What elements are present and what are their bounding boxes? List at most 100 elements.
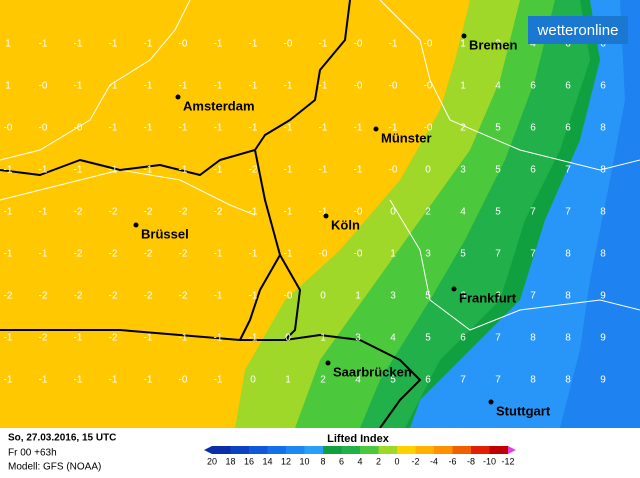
legend-label: 20 [207,456,217,466]
grid-value: 4 [460,207,466,218]
legend: 20 18 16 14 12 10 8 6 4 2 0 -2 -4 -6 -8 -10 -12 [204,446,516,466]
grid-value: 6 [530,81,536,92]
grid-value: -0 [179,39,188,50]
grid-value: -1 [179,333,188,344]
grid-value: 5 [495,165,501,176]
grid-value: 3 [460,165,466,176]
legend-swatch [434,446,453,454]
legend-label: 18 [225,456,235,466]
grid-value: 0 [250,375,256,386]
grid-value: 1 [355,291,361,302]
grid-value: -1 [389,123,398,134]
legend-swatch [323,446,342,454]
legend-label: 8 [320,456,325,466]
grid-value: 0 [285,333,291,344]
grid-value: -2 [39,333,48,344]
grid-value: 6 [460,291,466,302]
grid-value: -2 [109,249,118,260]
grid-value: -0 [4,123,13,134]
grid-value: -1 [144,81,153,92]
grid-value: 7 [495,375,501,386]
grid-value: -2 [179,291,188,302]
grid-value: 8 [565,375,571,386]
grid-value: -0 [284,39,293,50]
grid-value: 6 [600,81,606,92]
grid-value: -0 [354,249,363,260]
grid-value: -1 [39,165,48,176]
city-label: Stuttgart [496,403,551,418]
grid-value: 1 [460,39,466,50]
legend-swatch [489,446,508,454]
grid-value: 9 [600,333,606,344]
grid-value: -0 [39,81,48,92]
legend-label: 0 [394,456,399,466]
grid-value: 3 [355,333,361,344]
legend-swatch [341,446,360,454]
grid-value: 6 [565,81,571,92]
grid-value: -1 [319,207,328,218]
grid-value: 6 [600,39,606,50]
grid-value: 1 [285,375,291,386]
legend-label: -10 [483,456,496,466]
legend-label: 10 [299,456,309,466]
city-label: Brüssel [141,226,189,241]
grid-value: -1 [214,333,223,344]
grid-value: 7 [530,249,536,260]
grid-value: 2 [425,207,431,218]
city-label: Münster [381,130,432,145]
grid-value: -2 [144,291,153,302]
grid-value: 1 [390,249,396,260]
country-border [254,0,351,341]
grid-value: -1 [214,39,223,50]
grid-value: 4 [495,81,501,92]
grid-value: -1 [249,123,258,134]
band [560,0,640,428]
grid-value: 1 [5,81,11,92]
grid-value: -1 [74,81,83,92]
grid-value: -1 [74,333,83,344]
legend-label: 16 [244,456,254,466]
legend-arrow [508,446,516,454]
grid-value: -1 [249,207,258,218]
grid-value: -1 [144,39,153,50]
grid-value: -0 [354,39,363,50]
grid-value: -0 [354,81,363,92]
grid-value: -1 [144,333,153,344]
grid-value: -1 [319,39,328,50]
grid-value: 4 [355,375,361,386]
grid-value: 1 [460,81,466,92]
grid-value: 2 [320,375,326,386]
grid-value: 7 [495,333,501,344]
legend-title: Lifted Index [327,433,390,445]
model: Modell: GFS (NOAA) [8,462,101,473]
grid-value: -2 [179,249,188,260]
legend-label: -6 [448,456,456,466]
grid-value: 8 [565,291,571,302]
grid-value: -1 [354,165,363,176]
grid-value: -0 [284,291,293,302]
grid-value: 0 [425,165,431,176]
grid-value: -0 [179,375,188,386]
city-label: Köln [331,217,360,232]
grid-value: -0 [354,207,363,218]
grid-value: -1 [249,39,258,50]
grid-value: -2 [144,207,153,218]
legend-swatch [286,446,305,454]
grid-value: 3 [390,291,396,302]
grid-value: -1 [4,207,13,218]
grid-value: -2 [74,291,83,302]
city-dot [175,94,181,100]
grid-value: 6 [565,39,571,50]
grid-value: 8 [530,333,536,344]
grid-value: 5 [460,249,466,260]
grid-value: 7 [530,207,536,218]
grid-value: -2 [39,291,48,302]
city-dot [461,33,467,39]
city-label: Frankfurt [459,290,517,305]
border-line [389,199,640,331]
city-dot [451,286,457,292]
city-dot [323,213,329,219]
city-dot [488,399,494,405]
grid-value: -1 [249,249,258,260]
